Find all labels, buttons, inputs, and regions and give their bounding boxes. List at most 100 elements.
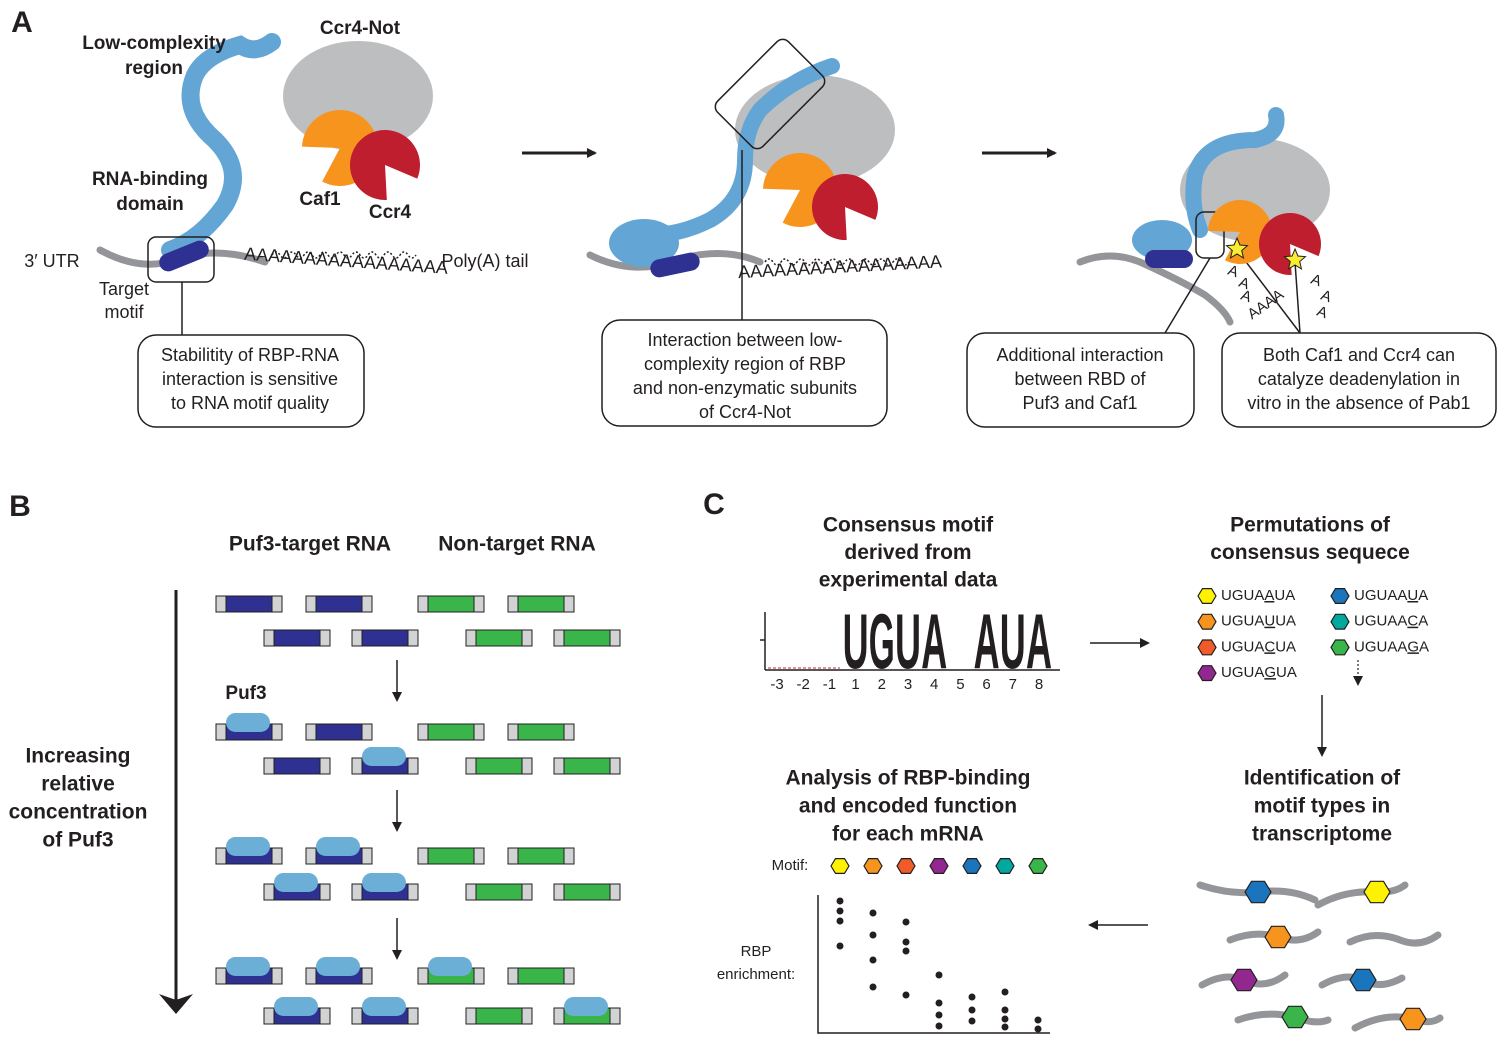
rna-body: [427, 723, 475, 741]
label: Low-complexity: [82, 33, 226, 54]
enrichment-axes: [817, 895, 1050, 1034]
sequence-part: A: [1419, 638, 1429, 655]
motif-hexagon: [1363, 880, 1391, 904]
label: enrichment:: [717, 966, 795, 983]
rna-body: [427, 847, 475, 865]
label: for each mRNA: [832, 823, 984, 846]
sequence-part: A: [1264, 587, 1274, 604]
label: Consensus motif: [823, 514, 994, 537]
label: relative: [41, 773, 115, 796]
label: Increasing: [25, 745, 130, 768]
label: -1: [823, 676, 836, 693]
logo-letter: A: [921, 597, 947, 685]
puf3-protein: [564, 997, 608, 1016]
sequence-part: C: [1264, 638, 1275, 655]
label: 6: [982, 676, 990, 693]
puf3-protein: [226, 713, 270, 732]
callout-line: [1236, 249, 1301, 334]
label: 8: [1035, 676, 1043, 693]
label: transcriptome: [1252, 823, 1392, 846]
motif-hexagon: [1330, 587, 1350, 605]
sequence-part: UGUAA: [1354, 613, 1407, 630]
sequence-part: UA: [1275, 613, 1296, 630]
sequence: UGUAUUA: [1221, 613, 1296, 630]
rna-body: [517, 967, 565, 985]
label: of Ccr4-Not: [699, 402, 791, 422]
label: 2: [878, 676, 886, 693]
label: AAAAAAAAAAAAAAAAA: [244, 244, 449, 278]
puf3-protein: [316, 957, 360, 976]
label: Target: [99, 279, 149, 299]
sequence-part: UGUA: [1221, 664, 1264, 681]
label: and encoded function: [799, 795, 1017, 818]
sequence-part: U: [1407, 587, 1418, 604]
rna-body: [475, 883, 523, 901]
label: region: [125, 58, 183, 79]
sequence-part: UGUAA: [1354, 587, 1407, 604]
rna-binding-domain: [609, 219, 679, 267]
label: Puf3-target RNA: [229, 533, 391, 556]
label: 5: [956, 676, 964, 693]
label: B: [9, 490, 31, 523]
sequence-part: UGUA: [1221, 613, 1264, 630]
label: Poly(A) tail: [441, 251, 528, 271]
low-complexity-region: [1185, 107, 1285, 238]
puf3-protein: [362, 997, 406, 1016]
sequence: UGUACUA: [1221, 638, 1296, 655]
rna-body: [517, 847, 565, 865]
label: derived from: [844, 541, 971, 564]
label: -2: [797, 676, 810, 693]
logo-letter: G: [869, 597, 895, 685]
puf3-protein: [226, 837, 270, 856]
sequence: UGUAAUA: [1354, 587, 1428, 604]
callout-box: [966, 332, 1195, 428]
rna-body: [315, 595, 363, 613]
motif-hexagon: [1197, 587, 1217, 605]
label: 3: [904, 676, 912, 693]
catalytic-site: [1225, 236, 1249, 259]
sequence: UGUAACA: [1354, 613, 1428, 630]
motif-box: [147, 236, 215, 283]
label: Stabilitity of RBP-RNA: [161, 345, 339, 365]
callout-box: [137, 334, 365, 428]
logo-letter: U: [895, 597, 921, 685]
rna-body: [475, 1007, 523, 1025]
sequence-part: G: [1264, 664, 1276, 681]
motif-hexagon: [962, 857, 982, 875]
puf3-protein: [362, 873, 406, 892]
transcripts: [1196, 881, 1444, 1032]
rna-set: [215, 595, 621, 1025]
catalytic-site: [1283, 247, 1307, 270]
rna-body: [361, 629, 409, 647]
label: Interaction between low-: [647, 330, 842, 350]
sequence-part: C: [1407, 613, 1418, 630]
motif-hexagon: [1244, 880, 1272, 904]
ccr4: [812, 174, 879, 240]
puf3-protein: [274, 997, 318, 1016]
motif-hexagon: [1264, 925, 1292, 949]
sequence-part: UGUA: [1221, 587, 1264, 604]
label: A: [1309, 271, 1324, 290]
motif-hexagon: [1330, 613, 1350, 630]
label: motif types in: [1254, 795, 1391, 818]
motif-hexagon: [1197, 613, 1217, 630]
label: 1: [851, 676, 859, 693]
sequence-part: A: [1418, 613, 1428, 630]
puf3-protein: [316, 837, 360, 856]
sequence-part: UA: [1275, 638, 1296, 655]
state-2: [586, 38, 910, 427]
label: Permutations of: [1230, 514, 1391, 537]
sequence-part: UA: [1274, 587, 1295, 604]
rna-body: [563, 757, 611, 775]
motif-hexagon: [1399, 1007, 1427, 1031]
rna-body: [563, 883, 611, 901]
label: between RBD of: [1014, 369, 1146, 389]
label: experimental data: [819, 569, 998, 592]
label: catalyze deadenylation in: [1258, 369, 1460, 389]
motif-hexagon: [1330, 639, 1350, 656]
label: A: [1315, 303, 1330, 322]
rna-body: [315, 723, 363, 741]
callout-line: [1294, 261, 1301, 334]
label: concentration: [9, 801, 148, 824]
label: Ccr4: [369, 202, 412, 223]
